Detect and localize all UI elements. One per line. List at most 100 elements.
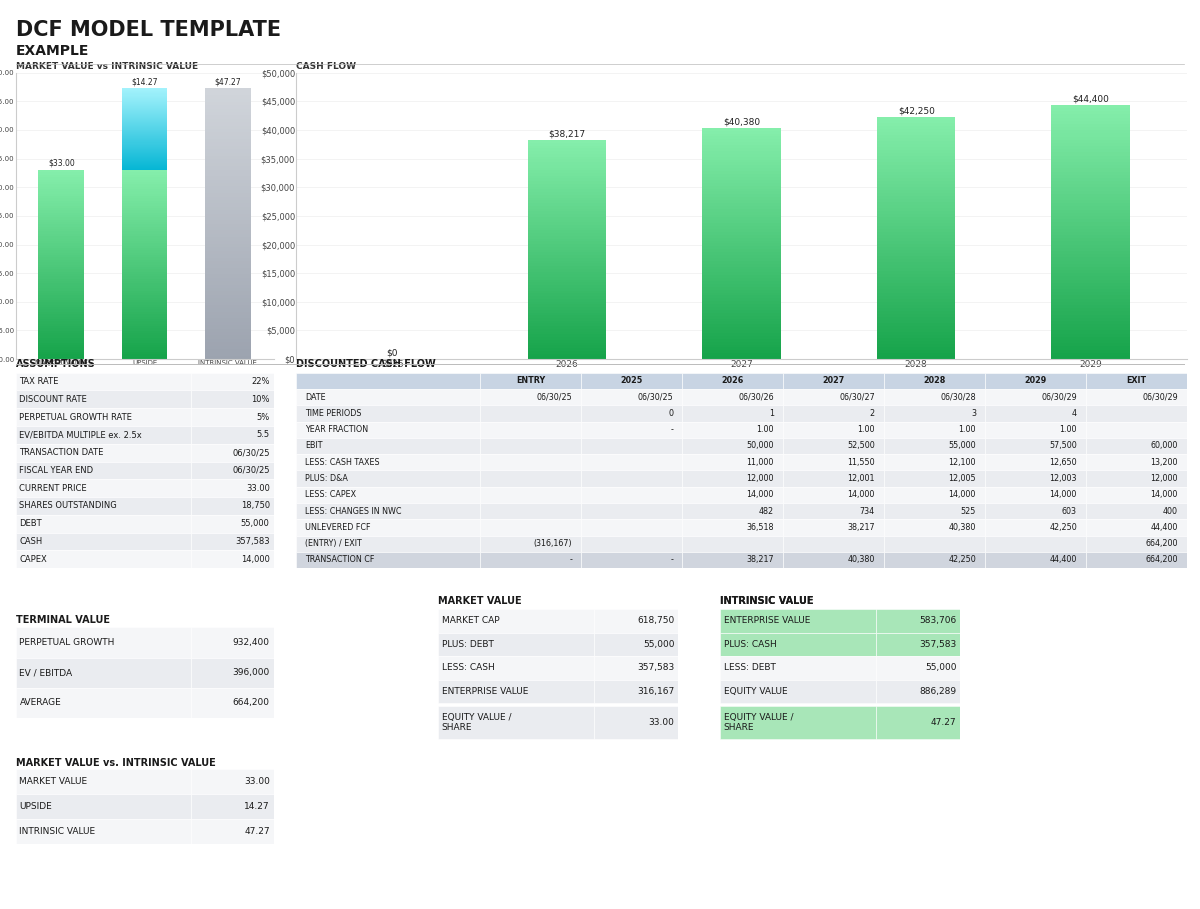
FancyBboxPatch shape (296, 535, 480, 552)
Bar (38, 262, 84, 265)
FancyBboxPatch shape (884, 438, 985, 454)
Text: 12,001: 12,001 (847, 474, 875, 483)
Bar (205, 275, 251, 278)
Bar (38, 272, 84, 274)
Text: -: - (670, 555, 673, 564)
Bar (702, 281, 781, 284)
FancyBboxPatch shape (985, 389, 1086, 405)
Text: 2026: 2026 (721, 376, 744, 385)
Text: 603: 603 (1062, 506, 1076, 515)
FancyBboxPatch shape (1086, 373, 1187, 389)
Bar (38, 315, 84, 316)
Bar (528, 140, 606, 143)
Bar (702, 151, 781, 154)
Text: MARKET CAP: MARKET CAP (442, 616, 499, 625)
FancyBboxPatch shape (876, 656, 960, 680)
Bar (702, 203, 781, 205)
Bar (528, 234, 606, 236)
Bar (205, 186, 251, 190)
Bar (121, 133, 168, 134)
FancyBboxPatch shape (1086, 438, 1187, 454)
Text: DCF MODEL TEMPLATE: DCF MODEL TEMPLATE (16, 20, 281, 40)
Bar (528, 324, 606, 326)
Bar (877, 272, 955, 275)
Bar (205, 206, 251, 210)
Text: 525: 525 (960, 506, 976, 515)
Bar (877, 265, 955, 268)
Bar (205, 214, 251, 217)
Bar (121, 135, 168, 136)
Bar (1051, 325, 1130, 327)
FancyBboxPatch shape (191, 769, 274, 794)
Bar (38, 220, 84, 222)
Bar (38, 274, 84, 276)
Bar (877, 247, 955, 250)
Bar (121, 143, 168, 144)
Bar (38, 241, 84, 244)
Bar (1051, 149, 1130, 153)
Bar (877, 232, 955, 235)
Bar (1051, 238, 1130, 242)
Text: CAPEX: CAPEX (19, 554, 47, 564)
Text: 12,100: 12,100 (948, 458, 976, 466)
Text: $42,250: $42,250 (898, 106, 935, 115)
Bar (877, 314, 955, 316)
Bar (38, 265, 84, 267)
Bar (702, 237, 781, 241)
FancyBboxPatch shape (876, 656, 960, 680)
Bar (121, 234, 168, 236)
Bar (877, 338, 955, 341)
Bar (38, 179, 84, 182)
Text: 18,750: 18,750 (241, 502, 270, 511)
FancyBboxPatch shape (581, 471, 682, 486)
Bar (1051, 327, 1130, 331)
FancyBboxPatch shape (720, 680, 876, 704)
Bar (121, 126, 168, 127)
Text: $0: $0 (386, 348, 398, 357)
Bar (121, 194, 168, 196)
Bar (1051, 356, 1130, 359)
Text: 06/30/25: 06/30/25 (536, 393, 572, 402)
FancyBboxPatch shape (782, 535, 884, 552)
Bar (528, 307, 606, 310)
Bar (121, 151, 168, 152)
Bar (205, 267, 251, 271)
Bar (38, 175, 84, 177)
Bar (877, 190, 955, 193)
FancyBboxPatch shape (985, 422, 1086, 438)
Bar (38, 260, 84, 262)
Bar (1051, 185, 1130, 187)
Bar (205, 312, 251, 315)
Bar (702, 266, 781, 269)
Bar (121, 121, 168, 122)
Bar (1051, 223, 1130, 225)
Bar (528, 264, 606, 266)
Bar (528, 145, 606, 148)
Bar (121, 141, 168, 142)
Text: EQUITY VALUE /
SHARE: EQUITY VALUE / SHARE (724, 713, 793, 733)
Bar (877, 199, 955, 202)
Bar (702, 131, 781, 134)
Bar (205, 115, 251, 119)
Bar (205, 305, 251, 308)
Bar (205, 241, 251, 244)
Bar (877, 186, 955, 190)
Bar (702, 350, 781, 354)
Bar (121, 114, 168, 115)
Bar (205, 227, 251, 231)
Bar (528, 280, 606, 283)
Bar (528, 225, 606, 228)
Bar (205, 234, 251, 237)
Bar (702, 148, 781, 151)
Bar (702, 215, 781, 217)
Bar (121, 156, 168, 158)
Bar (205, 98, 251, 102)
Bar (877, 293, 955, 295)
Bar (121, 182, 168, 185)
Bar (528, 203, 606, 205)
Text: YEAR FRACTION: YEAR FRACTION (305, 425, 368, 435)
Bar (205, 119, 251, 122)
Bar (528, 189, 606, 192)
Bar (121, 345, 168, 347)
Text: EQUITY VALUE: EQUITY VALUE (724, 687, 787, 696)
